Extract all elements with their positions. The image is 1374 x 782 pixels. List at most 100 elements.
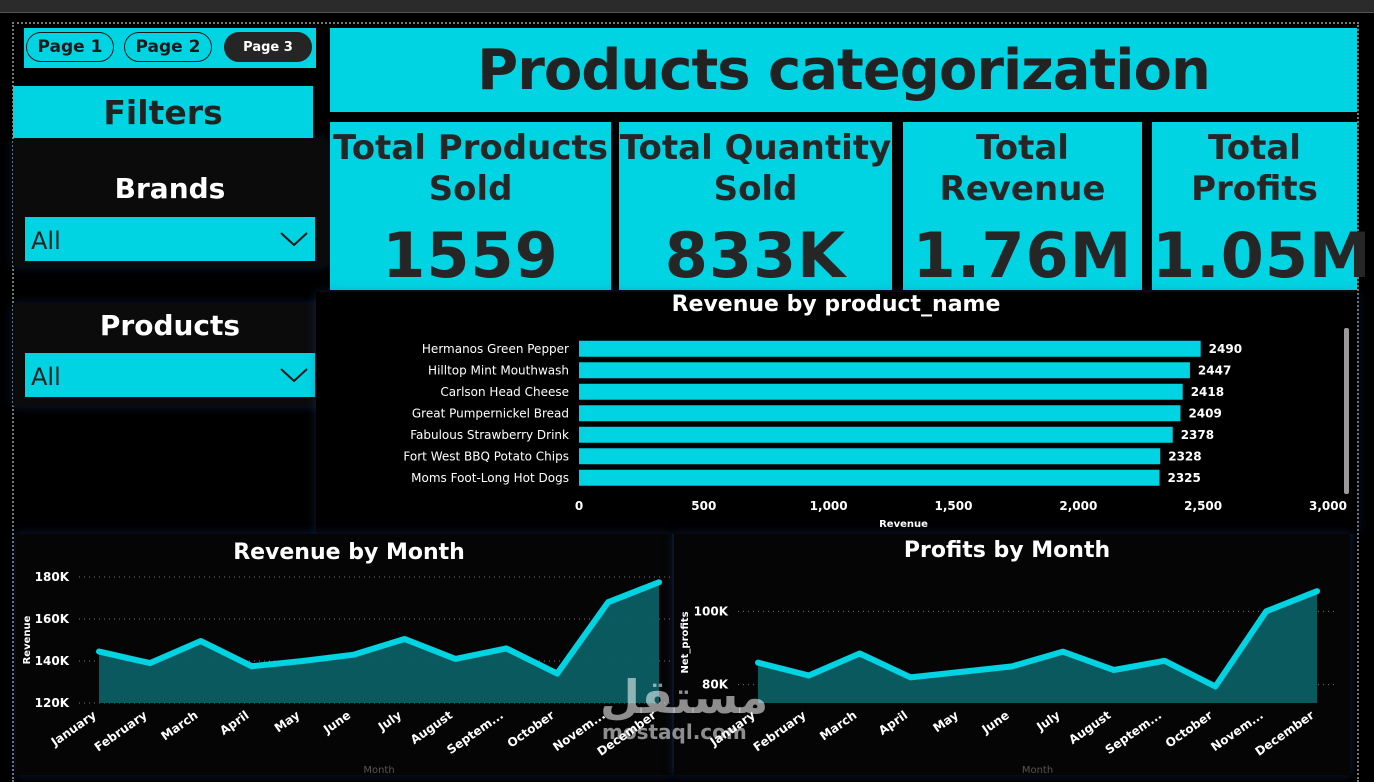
filters-header: Filters — [13, 86, 313, 138]
x-tick-label: 500 — [691, 499, 716, 513]
x-tick-label: April — [217, 708, 251, 738]
area-fill — [99, 582, 659, 703]
x-tick-label: May — [272, 708, 303, 735]
watermark-arabic: مستقل — [600, 672, 768, 722]
page-navigator: Page 1 Page 2 Page 3 — [24, 28, 316, 68]
x-tick-label: October — [505, 708, 557, 750]
y-tick-label: 120K — [35, 696, 70, 710]
page3-button[interactable]: Page 3 — [224, 32, 312, 62]
kpi-label-line1: Total Quantity — [620, 128, 891, 168]
profits-month-title: Profits by Month — [674, 538, 1340, 563]
bar — [579, 448, 1160, 464]
page-title: Products categorization — [477, 38, 1210, 103]
filters-title: Filters — [103, 93, 222, 132]
x-tick-label: August — [408, 708, 455, 747]
x-tick-label: July — [1033, 708, 1062, 734]
bar-category-label: Fort West BBQ Potato Chips — [403, 449, 569, 463]
bar-category-label: Hermanos Green Pepper — [422, 342, 569, 356]
bar — [579, 427, 1173, 443]
x-tick-label: Septem... — [1103, 708, 1165, 757]
kpi-value: 833K — [619, 219, 892, 292]
y-tick-label: 100K — [694, 604, 729, 618]
area-fill — [758, 591, 1317, 703]
watermark-logo: مستقل mostaql.com — [600, 672, 768, 742]
brands-label: Brands — [24, 172, 316, 205]
x-tick-label: April — [876, 708, 910, 738]
x-tick-label: 3,000 — [1309, 499, 1347, 513]
kpi-label-line2: Revenue — [940, 169, 1106, 209]
x-tick-label: 2,000 — [1059, 499, 1097, 513]
x-tick-label: Septem... — [444, 708, 506, 757]
page2-button[interactable]: Page 2 — [124, 32, 212, 62]
x-tick-label: 1,500 — [935, 499, 973, 513]
bar-data-label: 2490 — [1209, 342, 1242, 356]
y-tick-label: 180K — [35, 570, 70, 584]
kpi-label-line1: Total — [1208, 128, 1301, 168]
kpi-label-line1: Total Products — [333, 128, 608, 168]
x-tick-label: February — [92, 708, 150, 754]
y-axis-title: Revenue — [22, 615, 33, 664]
bar-category-label: Fabulous Strawberry Drink — [410, 428, 569, 442]
kpi-value: 1559 — [330, 219, 611, 292]
x-tick-label: June — [979, 708, 1012, 737]
bar — [579, 384, 1183, 400]
revenue-month-title: Revenue by Month — [16, 540, 682, 565]
x-tick-label: 0 — [575, 499, 583, 513]
bar-data-label: 2378 — [1181, 428, 1214, 442]
x-tick-label: 2,500 — [1184, 499, 1222, 513]
x-tick-label: March — [817, 708, 859, 743]
x-axis-title: Month — [363, 765, 394, 775]
bar-data-label: 2328 — [1168, 449, 1201, 463]
watermark-latin: mostaql.com — [602, 722, 768, 742]
bar — [579, 362, 1190, 378]
bar-category-label: Moms Foot-Long Hot Dogs — [411, 471, 569, 485]
y-axis-title: Net_profits — [680, 611, 691, 673]
y-tick-label: 140K — [35, 654, 70, 668]
x-tick-label: June — [320, 708, 353, 737]
brands-dropdown[interactable]: All — [24, 216, 316, 262]
bar-category-label: Hilltop Mint Mouthwash — [428, 363, 569, 377]
products-label: Products — [24, 309, 316, 342]
chevron-down-icon — [279, 361, 309, 387]
products-dropdown[interactable]: All — [24, 352, 316, 398]
scrollbar — [1344, 328, 1349, 494]
x-axis-title: Month — [1022, 765, 1053, 775]
bar — [579, 405, 1180, 421]
revenue-by-product-chart: Hermanos Green Pepper 2490 Hilltop Mint Mo… — [316, 320, 1357, 534]
products-selected-value: All — [31, 363, 61, 391]
kpi-label-line2: Sold — [429, 169, 513, 209]
x-tick-label: August — [1066, 708, 1113, 747]
bar-category-label: Carlson Head Cheese — [440, 385, 569, 399]
kpi-label-line2: Sold — [714, 169, 798, 209]
bar-data-label: 2409 — [1188, 406, 1221, 420]
app-top-strip — [0, 0, 1374, 13]
x-axis-title: Revenue — [879, 519, 928, 530]
bar-data-label: 2418 — [1191, 385, 1224, 399]
bar-data-label: 2447 — [1198, 363, 1231, 377]
brands-selected-value: All — [31, 227, 61, 255]
page1-button[interactable]: Page 1 — [26, 32, 114, 62]
kpi-value: 1.76M — [903, 219, 1142, 292]
y-tick-label: 160K — [35, 612, 70, 626]
bar-chart-title: Revenue by product_name — [330, 292, 1342, 317]
bar — [579, 341, 1201, 357]
x-tick-label: October — [1163, 708, 1215, 750]
kpi-label-line2: Profits — [1191, 169, 1318, 209]
bar-category-label: Great Pumpernickel Bread — [412, 406, 569, 420]
x-tick-label: July — [375, 708, 404, 734]
x-tick-label: March — [158, 708, 200, 743]
bar-data-label: 2325 — [1167, 471, 1200, 485]
page-title-card: Products categorization — [330, 28, 1357, 112]
chevron-down-icon — [279, 225, 309, 251]
x-tick-label: May — [930, 708, 961, 735]
kpi-value: 1.05M — [1152, 219, 1357, 292]
bar — [579, 470, 1159, 486]
x-tick-label: 1,000 — [810, 499, 848, 513]
kpi-label-line1: Total — [976, 128, 1069, 168]
